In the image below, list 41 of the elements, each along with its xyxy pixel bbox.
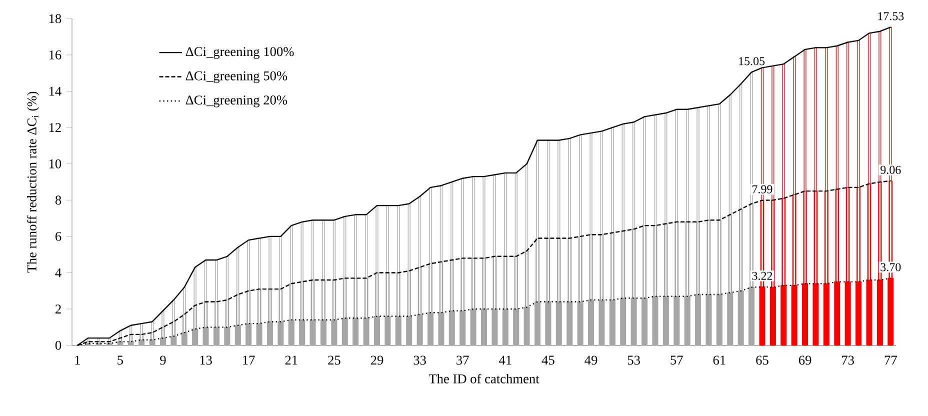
y-axis-title: The runoff reduction rate ΔC$_{i}$ (%) <box>26 92 40 272</box>
y-tick-label: 16 <box>49 50 62 60</box>
x-tick-label: 53 <box>628 356 640 365</box>
y-tick-label: 18 <box>49 14 62 24</box>
y-tick-label: 6 <box>56 232 62 241</box>
x-tick-label: 29 <box>370 356 384 365</box>
y-tick-label: 14 <box>49 86 62 96</box>
x-tick-label: 13 <box>200 356 212 365</box>
x-tick-label: 21 <box>285 356 298 365</box>
x-tick-label: 37 <box>456 356 469 365</box>
data-label: 3.70 <box>880 263 901 272</box>
x-tick-label: 73 <box>842 356 854 365</box>
y-tick-label: 10 <box>49 159 62 168</box>
x-tick-label: 5 <box>118 356 123 365</box>
x-tick-label: 57 <box>670 356 683 365</box>
x-axis-title: The ID of catchment <box>428 374 540 384</box>
legend-label: ΔCi_greening 50% <box>186 71 288 84</box>
y-tick-label: 12 <box>49 123 61 132</box>
x-tick-label: 61 <box>713 356 726 365</box>
data-label: 7.99 <box>752 185 772 194</box>
x-tick-label: 1 <box>75 356 80 365</box>
data-label: 15.05 <box>739 57 765 66</box>
x-tick-label: 17 <box>243 356 255 365</box>
x-tick-label: 69 <box>798 356 812 365</box>
x-tick-label: 41 <box>498 356 512 365</box>
x-tick-label: 25 <box>328 356 340 365</box>
y-tick-label: 4 <box>55 268 62 278</box>
data-label: 17.53 <box>878 12 904 20</box>
x-tick-label: 49 <box>584 356 598 365</box>
x-tick-label: 45 <box>542 356 554 365</box>
data-label: 3.22 <box>752 272 772 280</box>
x-tick-label: 65 <box>756 356 768 365</box>
x-tick-label: 33 <box>414 356 426 365</box>
y-tick-label: 8 <box>55 196 62 205</box>
legend-label: ΔCi_greening 100% <box>186 47 294 59</box>
legend-label: ΔCi_greening 20% <box>186 96 288 108</box>
data-label: 9.06 <box>880 166 901 174</box>
x-tick-label: 77 <box>884 356 897 364</box>
y-tick-label: 2 <box>56 304 61 314</box>
x-tick-label: 9 <box>160 356 166 365</box>
y-tick-label: 0 <box>55 340 62 350</box>
